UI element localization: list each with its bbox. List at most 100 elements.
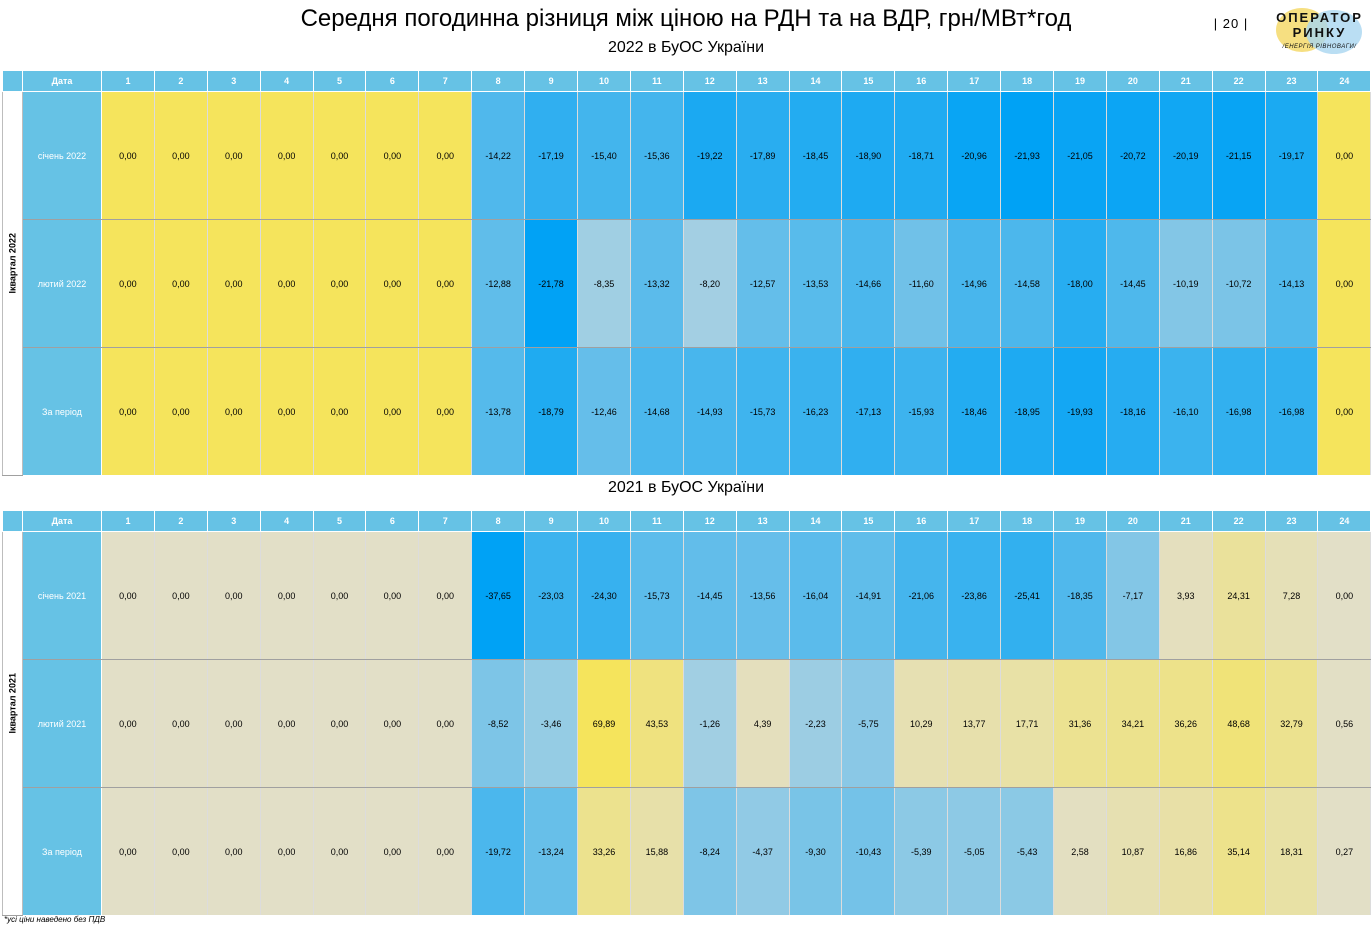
heatmap-cell: -8,20 — [682, 219, 737, 348]
hour-header-13: 13 — [735, 70, 790, 92]
heatmap-cell: 16,86 — [1158, 787, 1213, 916]
heatmap-cell: 0,00 — [312, 91, 367, 220]
heatmap-cell: -13,53 — [788, 219, 843, 348]
heatmap-grid: Дата 1 2 3 4 5 6 7 8 9 10 11 12 13 14 15 16 17 18 19 20 21 22 2… — [2, 510, 1372, 916]
hour-header-2: 2 — [153, 70, 208, 92]
heatmap-cell: -23,86 — [947, 531, 1002, 660]
heatmap-cell: -16,04 — [788, 531, 843, 660]
logo-tagline: /ЕНЕРГІЯ РІВНОВАГИ/ — [1282, 44, 1357, 50]
hour-header-5: 5 — [312, 510, 367, 532]
heatmap-cell: -13,32 — [629, 219, 684, 348]
hour-header-13: 13 — [735, 510, 790, 532]
hour-header-8: 8 — [471, 70, 526, 92]
heatmap-cell: -10,19 — [1158, 219, 1213, 348]
row-label: За період — [22, 787, 102, 916]
heatmap-cell: -14,96 — [947, 219, 1002, 348]
heatmap-cell: 0,00 — [259, 91, 314, 220]
heatmap-cell: 0,00 — [259, 787, 314, 916]
heatmap-cell: -25,41 — [1000, 531, 1055, 660]
heatmap-cell: 0,00 — [1317, 91, 1372, 220]
heatmap-cell: 18,31 — [1264, 787, 1319, 916]
heatmap-cell: -20,96 — [947, 91, 1002, 220]
heatmap-cell: -5,75 — [841, 659, 896, 788]
heatmap-cell: -16,23 — [788, 347, 843, 476]
row-label: січень 2022 — [22, 91, 102, 220]
hour-header-6: 6 — [365, 70, 420, 92]
page-title: Середня погодинна різниця між ціною на Р… — [300, 5, 1072, 32]
heatmap-cell: 0,00 — [153, 531, 208, 660]
table-row: За період 0,00 0,00 0,00 0,00 0,00 0,00 0,00 -13… — [3, 347, 1372, 476]
hour-header-8: 8 — [471, 510, 526, 532]
heatmap-cell: -12,88 — [471, 219, 526, 348]
heatmap-cell: -14,66 — [841, 219, 896, 348]
hour-header-23: 23 — [1264, 510, 1319, 532]
table-row: лютий 2022 0,00 0,00 0,00 0,00 0,00 0,00 0,00 -1… — [3, 219, 1372, 348]
heatmap-cell: 0,00 — [365, 219, 420, 348]
header-date-label: Дата — [22, 70, 102, 92]
page-number: | 20 | — [1213, 16, 1249, 31]
heatmap-cell: -9,30 — [788, 787, 843, 916]
heatmap-cell: 0,00 — [312, 219, 367, 348]
chart-title-2022: 2022 в БуОС України — [607, 39, 765, 56]
heatmap-cell: -19,22 — [682, 91, 737, 220]
header-date-label: Дата — [22, 510, 102, 532]
hour-header-10: 10 — [577, 510, 631, 532]
heatmap-cell: 0,00 — [101, 219, 155, 348]
heatmap-table-2021: Дата 1 2 3 4 5 6 7 8 9 10 11 12 13 14 15 16 17 18 19 20 21 22 2… — [2, 510, 1372, 916]
hour-header-4: 4 — [259, 70, 314, 92]
heatmap-cell: -18,79 — [524, 347, 579, 476]
heatmap-cell: 0,00 — [418, 531, 473, 660]
heatmap-cell: 2,58 — [1053, 787, 1107, 916]
heatmap-cell: -21,06 — [894, 531, 949, 660]
heatmap-cell: -16,98 — [1264, 347, 1319, 476]
heatmap-cell: 0,00 — [206, 659, 261, 788]
heatmap-cell: -17,13 — [841, 347, 896, 476]
heatmap-cell: -7,17 — [1105, 531, 1160, 660]
hour-header-2: 2 — [153, 510, 208, 532]
heatmap-cell: 0,00 — [206, 347, 261, 476]
heatmap-cell: -15,73 — [735, 347, 790, 476]
row-label: За період — [22, 347, 102, 476]
hour-header-21: 21 — [1158, 510, 1213, 532]
heatmap-cell: -20,72 — [1105, 91, 1160, 220]
heatmap-cell: -21,05 — [1053, 91, 1107, 220]
heatmap-cell: -11,60 — [894, 219, 949, 348]
heatmap-cell: -12,46 — [577, 347, 631, 476]
heatmap-cell: -14,68 — [629, 347, 684, 476]
heatmap-cell: -15,40 — [577, 91, 631, 220]
heatmap-cell: 0,00 — [259, 531, 314, 660]
heatmap-cell: -8,35 — [577, 219, 631, 348]
header-row: Дата 1 2 3 4 5 6 7 8 9 10 11 12 13 14 15 16 17 18 19 20 21 22 2… — [2, 510, 1372, 532]
heatmap-cell: 0,27 — [1317, 787, 1372, 916]
table-row: За період 0,00 0,00 0,00 0,00 0,00 0,00 0,00 -19… — [3, 787, 1372, 916]
heatmap-cell: 15,88 — [629, 787, 684, 916]
heatmap-cell: 17,71 — [1000, 659, 1055, 788]
heatmap-cell: 13,77 — [947, 659, 1002, 788]
heatmap-cell: -18,46 — [947, 347, 1002, 476]
hour-header-19: 19 — [1053, 510, 1107, 532]
heatmap-cell: 7,28 — [1264, 531, 1319, 660]
heatmap-cell: -21,93 — [1000, 91, 1055, 220]
heatmap-cell: 0,00 — [418, 219, 473, 348]
heatmap-cell: -14,45 — [682, 531, 737, 660]
quarter-label: Іквартал 2021 — [2, 531, 23, 916]
row-label: лютий 2022 — [22, 219, 102, 348]
heatmap-cell: -10,72 — [1211, 219, 1266, 348]
heatmap-cell: -5,05 — [947, 787, 1002, 916]
header-corner-blank — [2, 510, 23, 532]
heatmap-cell: 0,00 — [312, 347, 367, 476]
heatmap-cell: 0,00 — [259, 347, 314, 476]
heatmap-cell: -18,95 — [1000, 347, 1055, 476]
heatmap-cell: -18,90 — [841, 91, 896, 220]
heatmap-cell: 0,00 — [101, 787, 155, 916]
hour-header-18: 18 — [1000, 510, 1055, 532]
logo-graphic — [1276, 8, 1362, 54]
hour-header-11: 11 — [629, 510, 684, 532]
heatmap-cell: -19,17 — [1264, 91, 1319, 220]
heatmap-cell: -14,93 — [682, 347, 737, 476]
logo: ОПЕРАТОР РИНКУ /ЕНЕРГІЯ РІВНОВАГИ/ — [1272, 2, 1367, 56]
hour-header-9: 9 — [524, 510, 579, 532]
row-label: лютий 2021 — [22, 659, 102, 788]
hour-header-1: 1 — [101, 510, 155, 532]
heatmap-cell: -4,37 — [735, 787, 790, 916]
